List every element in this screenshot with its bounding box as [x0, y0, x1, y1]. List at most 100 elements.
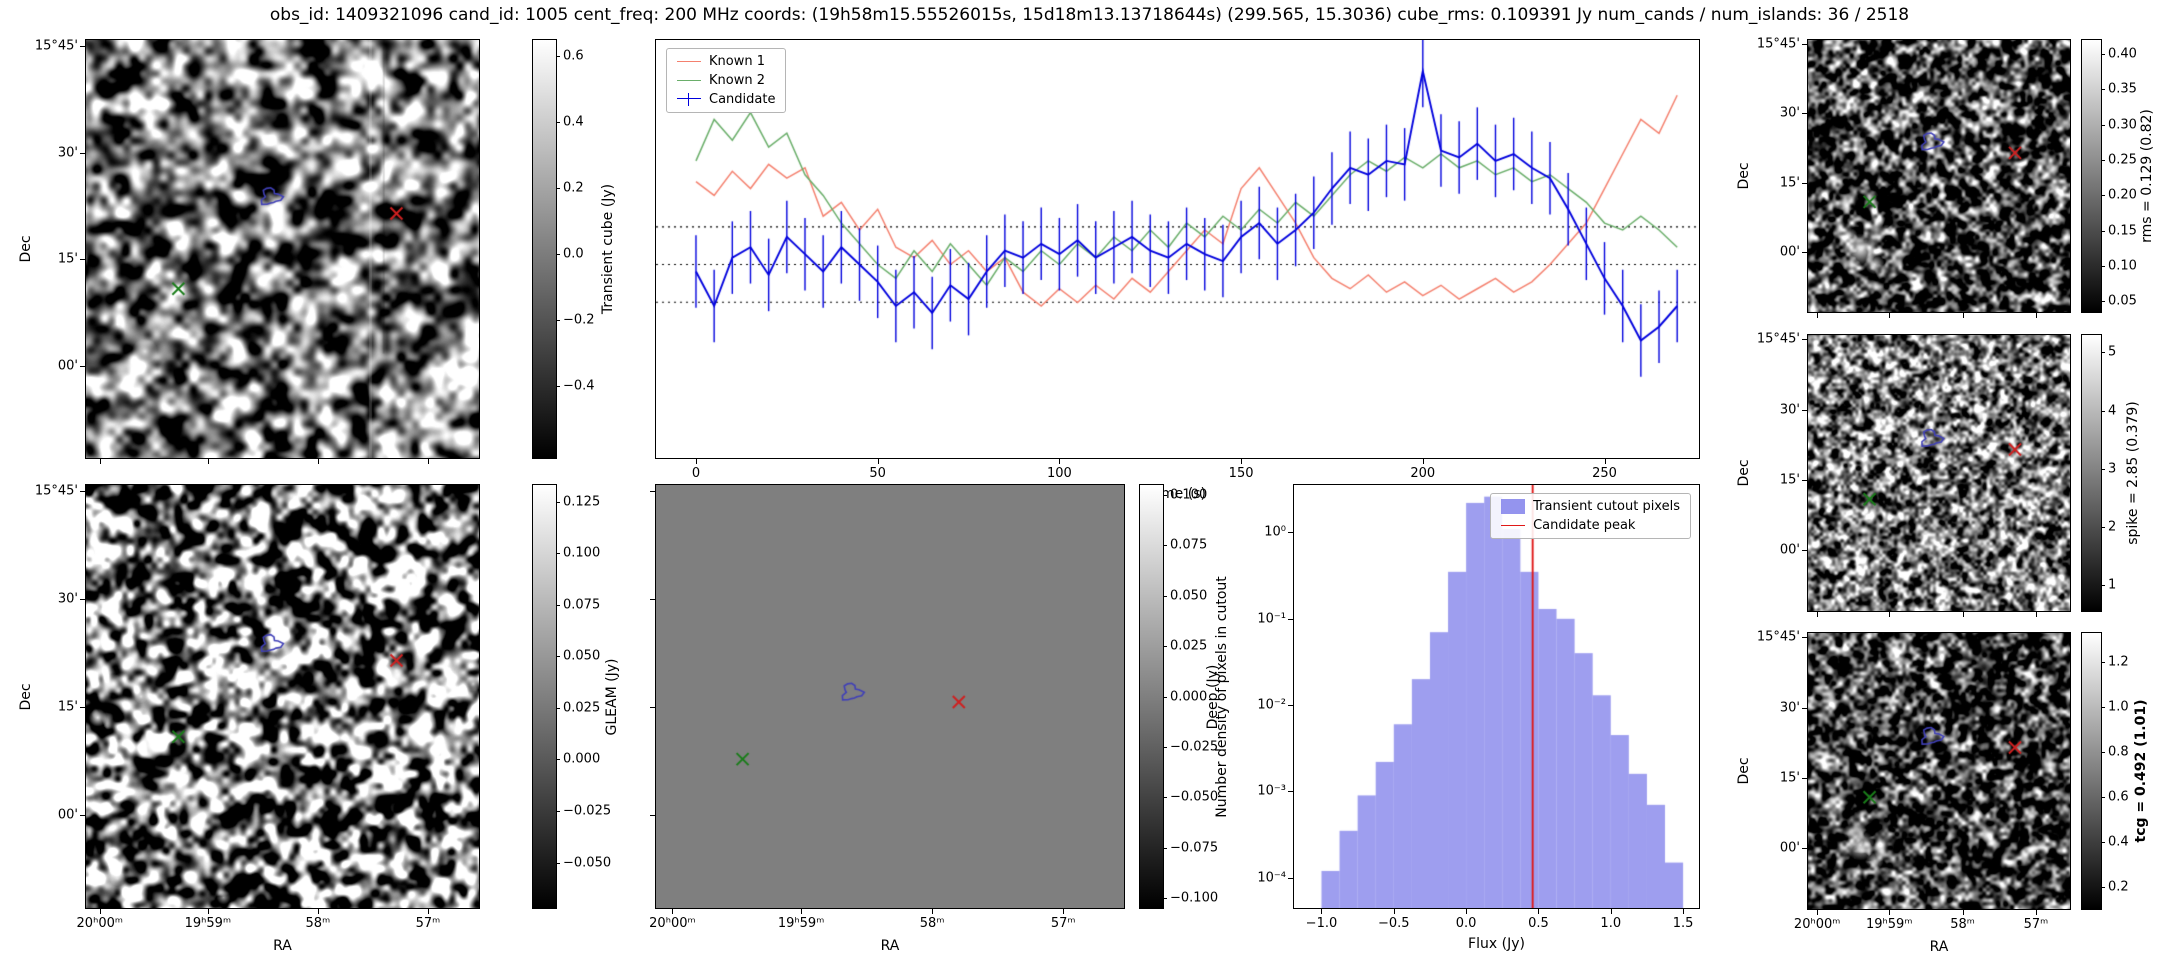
colorbar-tick-mark: [2101, 841, 2105, 843]
colorbar-tick-mark: [1163, 646, 1167, 648]
colorbar-tick-label: 0.35: [2108, 81, 2137, 97]
colorbar-tick-label: 0.125: [563, 494, 601, 509]
colorbar-tick-label: 0.2: [563, 180, 584, 196]
x-tick-label: 20ʰ00ᵐ: [649, 916, 696, 931]
y-tick-label: 15°45': [1756, 331, 1800, 347]
x-tick-label: 1.0: [1600, 916, 1622, 931]
colorbar-tick-mark: [556, 385, 560, 387]
colorbar-tick-label: 2: [2108, 519, 2117, 535]
colorbar-tick-label: 0.000: [563, 751, 601, 767]
colorbar-tick-label: 0.30: [2108, 117, 2137, 133]
x-tick-label: −0.5: [1378, 916, 1410, 931]
colorbar-tick-label: −0.025: [1170, 739, 1219, 755]
tick-mark: [1802, 339, 1808, 341]
y-tick-label: 00': [57, 358, 78, 374]
colorbar-tick-label: 0.000: [1170, 689, 1208, 704]
x-tick-label: 20ʰ00ᵐ: [1793, 917, 1841, 932]
x-tick-label: 200: [1410, 466, 1436, 481]
x-tick-label: 100: [1046, 466, 1072, 481]
tick-mark: [1241, 458, 1243, 464]
transient-cutout-panel: 15°45' 30' 15' 00' Dec: [18, 39, 480, 464]
colorbar-tick-mark: [556, 122, 560, 124]
known1-label: Known 1: [709, 54, 765, 69]
colorbar-tick-mark: [1163, 746, 1167, 748]
deep-cutout-panel: 20ʰ00ᵐ 19ʰ59ᵐ 58ᵐ 57ᵐ RA: [649, 484, 1125, 954]
colorbar-tick-label: 5: [2108, 344, 2117, 360]
rms-colorbar: 0.40 0.35 0.30 0.25 0.20 0.15 0.10 0.05 rms = 0.…: [2081, 39, 2155, 313]
tick-mark: [1802, 479, 1808, 481]
tick-mark: [1802, 848, 1808, 850]
y-tick-label: 15': [1779, 472, 1800, 488]
tick-mark: [1288, 705, 1294, 707]
tick-mark: [1817, 909, 1819, 915]
gleam-cutout-panel: 15°45' 30' 15' 00' 20ʰ00ᵐ 19ʰ59ᵐ 58ᵐ 57ᵐ Dec RA: [18, 484, 480, 954]
candidate-peak-line-swatch: [1501, 525, 1526, 526]
y-tick-label: 15°45': [1756, 629, 1800, 645]
tick-mark: [1288, 618, 1294, 620]
tick-mark: [1802, 707, 1808, 709]
tick-mark: [1538, 908, 1540, 914]
colorbar-tick-label: 0.10: [2108, 258, 2137, 274]
x-tick-label: 19ʰ59ᵐ: [777, 916, 825, 931]
colorbar-tick-mark: [556, 501, 560, 503]
colorbar-tick-label: −0.075: [1170, 840, 1219, 856]
x-tick-label: 19ʰ59ᵐ: [184, 916, 232, 931]
x-tick-label: 57ᵐ: [415, 916, 441, 931]
colorbar-tick-mark: [2101, 886, 2105, 888]
gleam-cutout-image: [86, 485, 479, 908]
colorbar-tick-mark: [2101, 751, 2105, 753]
histogram-legend: Transient cutout pixels Candidate peak: [1490, 493, 1691, 539]
y-tick-label: 15': [1779, 770, 1800, 786]
transient-cutout-image: [86, 40, 479, 458]
y-tick-label: 00': [57, 807, 78, 823]
tick-mark: [1889, 312, 1891, 318]
tick-mark: [80, 366, 86, 368]
colorbar-tick-mark: [556, 811, 560, 813]
tick-mark: [207, 908, 209, 914]
tick-mark: [1802, 44, 1808, 46]
x-tick-label: 150: [1228, 466, 1254, 481]
y-tick-label: 30': [57, 591, 78, 607]
tick-mark: [1321, 908, 1323, 914]
colorbar-tick-mark: [556, 553, 560, 555]
candidate-peak-label: Candidate peak: [1533, 518, 1636, 533]
colorbar-label: Transient cube (Jy): [600, 183, 616, 315]
x-tick-label: 19ʰ59ᵐ: [1865, 917, 1913, 932]
y-tick-label: 10⁻⁴: [1257, 870, 1286, 886]
colorbar-tick-mark: [1163, 847, 1167, 849]
ra-axis-label: RA: [273, 938, 292, 954]
colorbar-tick-mark: [1163, 495, 1167, 497]
flux-histogram-plot: [1294, 485, 1699, 908]
colorbar-tick-mark: [556, 604, 560, 606]
tick-mark: [1288, 532, 1294, 534]
tick-mark: [1063, 908, 1065, 914]
tick-mark: [2035, 611, 2037, 617]
colorbar-label: spike = 2.85 (0.379): [2125, 401, 2141, 545]
colorbar-tick-mark: [2101, 89, 2105, 91]
y-tick-label: 10⁰: [1264, 524, 1286, 540]
ra-axis-label: RA: [880, 938, 900, 954]
deep-colorbar: 0.100 0.075 0.050 0.025 0.000 −0.025 −0.050 −0.…: [1139, 484, 1221, 909]
tick-mark: [1889, 909, 1891, 915]
dec-axis-label: Dec: [1736, 459, 1752, 487]
colorbar-tick-mark: [556, 759, 560, 761]
colorbar-tick-mark: [2101, 195, 2105, 197]
colorbar-tick-label: 0.100: [1170, 487, 1208, 503]
colorbar-tick-label: 0.05: [2108, 293, 2137, 309]
y-tick-label: 30': [1779, 700, 1800, 716]
tick-mark: [317, 908, 319, 914]
colorbar-tick-label: 0.050: [1170, 588, 1208, 604]
legend-item-known1: Known 1: [677, 54, 775, 69]
colorbar-tick-mark: [1163, 595, 1167, 597]
y-tick-label: 15': [57, 699, 78, 715]
colorbar-tick-label: 0.6: [563, 48, 584, 64]
colorbar-tick-mark: [1163, 897, 1167, 899]
histogram-y-axis-label: Number density of pixels in cutout: [1214, 575, 1230, 818]
colorbar-tick-label: 0.075: [1170, 537, 1208, 553]
colorbar-tick-mark: [556, 319, 560, 321]
cutout-pixels-label: Transient cutout pixels: [1533, 499, 1680, 514]
colorbar-tick-mark: [556, 188, 560, 190]
colorbar-tick-label: −0.2: [563, 312, 595, 328]
colorbar-tick-label: 0.15: [2108, 223, 2137, 239]
tick-mark: [1817, 312, 1819, 318]
